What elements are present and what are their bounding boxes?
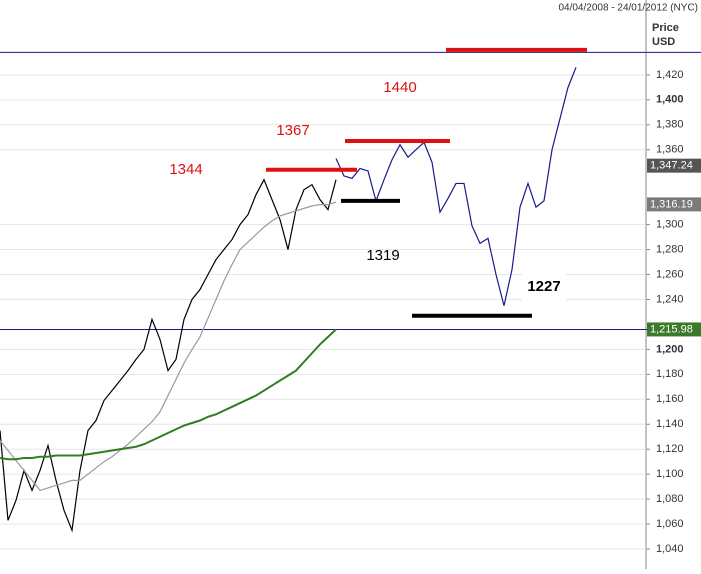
price-label-box (647, 158, 701, 173)
price-label-box (647, 197, 701, 212)
y-tick-label: 1,060 (656, 518, 684, 530)
series-line (0, 201, 337, 492)
y-tick-label: 1,080 (656, 493, 684, 505)
series-line (0, 178, 337, 533)
level-label: 1440 (383, 79, 416, 96)
y-tick-label: 1,400 (656, 94, 684, 106)
y-tick-label: 1,140 (656, 418, 684, 430)
y-tick-label: 1,100 (656, 468, 684, 480)
y-tick-label: 1,200 (656, 343, 684, 355)
y-tick-label: 1,180 (656, 368, 684, 380)
date-range: 04/04/2008 - 24/01/2012 (NYC) (558, 3, 698, 14)
level-label: 1344 (169, 161, 202, 178)
level-label: 1227 (527, 278, 560, 295)
level-label: 1319 (366, 247, 399, 264)
y-tick-label: 1,160 (656, 393, 684, 405)
axis-label: Price (652, 22, 679, 34)
y-tick-label: 1,280 (656, 243, 684, 255)
y-tick-label: 1,120 (656, 443, 684, 455)
y-tick-label: 1,360 (656, 144, 684, 156)
axis-label: USD (652, 36, 675, 48)
price-label: 1,316.19 (650, 198, 693, 210)
y-tick-label: 1,420 (656, 69, 684, 81)
y-tick-label: 1,380 (656, 119, 684, 131)
y-tick-label: 1,260 (656, 268, 684, 280)
price-label: 1,215.98 (650, 323, 693, 335)
y-tick-label: 1,300 (656, 219, 684, 231)
price-label: 1,347.24 (650, 160, 693, 172)
label-bg (522, 273, 566, 301)
price-label-box (647, 322, 701, 337)
y-tick-label: 1,240 (656, 293, 684, 305)
y-tick-label: 1,040 (656, 543, 684, 555)
level-label: 1367 (276, 122, 309, 139)
series-line (0, 328, 337, 461)
